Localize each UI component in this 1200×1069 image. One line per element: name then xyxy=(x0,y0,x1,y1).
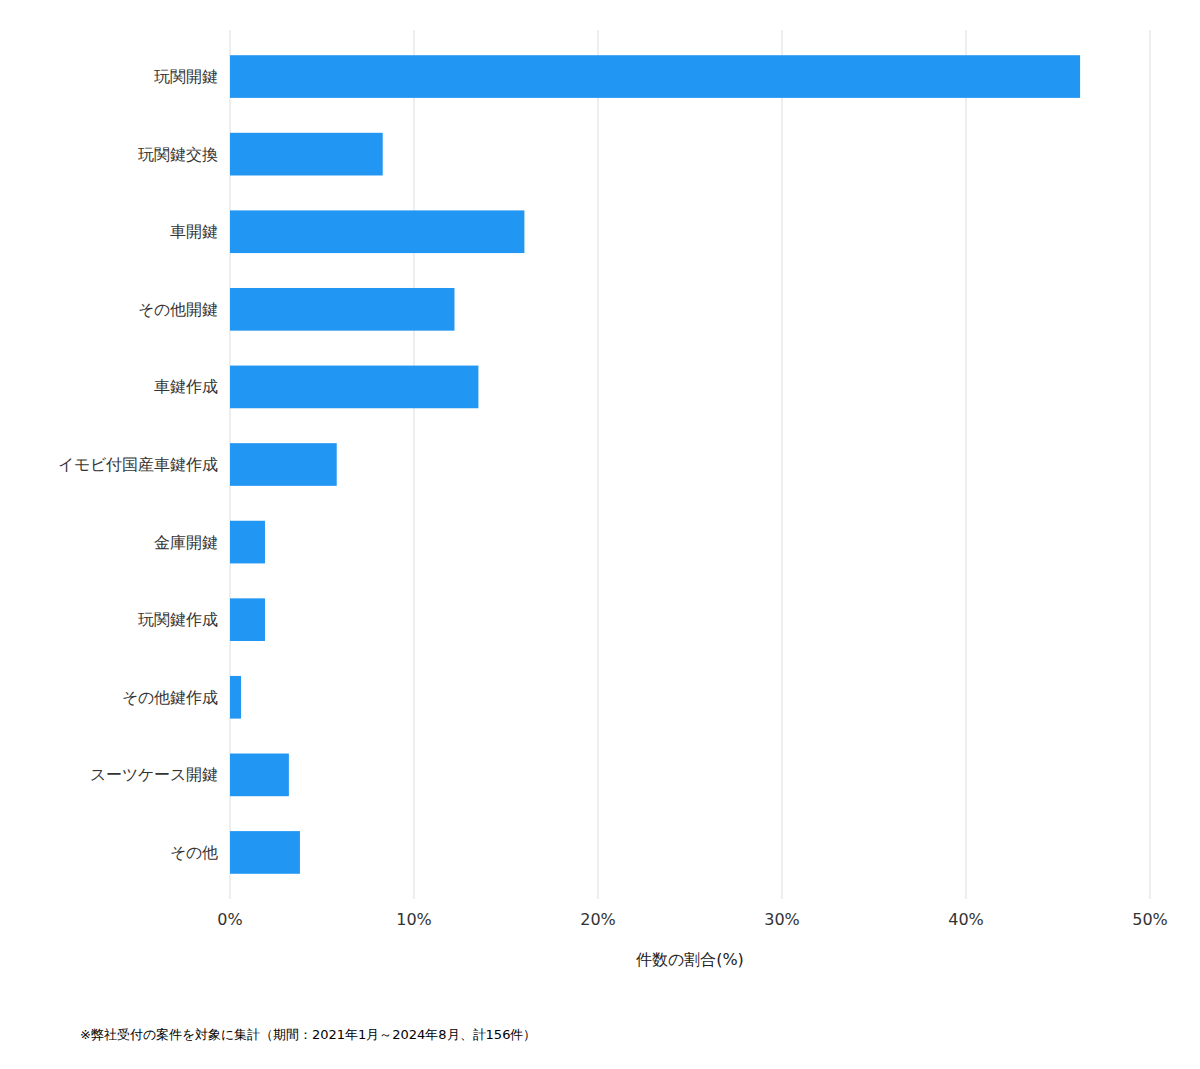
y-tick-label: 金庫開鍵 xyxy=(154,533,218,552)
y-tick-label: 車開鍵 xyxy=(170,222,218,241)
y-tick-label: イモビ付国産車鍵作成 xyxy=(58,455,218,474)
grid-line xyxy=(782,30,783,899)
y-tick-label: 玩関鍵作成 xyxy=(138,610,218,629)
grid xyxy=(230,30,1150,899)
bar xyxy=(230,676,241,719)
y-tick-label: 玩関開鍵 xyxy=(154,67,218,86)
bar xyxy=(230,598,265,641)
y-tick-label: その他鍵作成 xyxy=(122,688,218,707)
x-tick-label: 20% xyxy=(580,910,616,929)
bars xyxy=(230,55,1080,874)
background xyxy=(0,0,1200,1069)
grid-line xyxy=(966,30,967,899)
y-tick-label: その他開鍵 xyxy=(138,300,218,319)
bar xyxy=(230,443,337,486)
x-tick-label: 0% xyxy=(217,910,242,929)
footnote: ※弊社受付の案件を対象に集計（期間：2021年1月～2024年8月、計156件） xyxy=(80,1027,536,1042)
bar xyxy=(230,754,289,797)
bar xyxy=(230,366,478,409)
grid-line xyxy=(598,30,599,899)
x-tick-label: 30% xyxy=(764,910,800,929)
x-tick-label: 40% xyxy=(948,910,984,929)
bar xyxy=(230,55,1080,98)
x-axis-label: 件数の割合(%) xyxy=(636,950,744,969)
y-tick-label: 玩関鍵交換 xyxy=(138,145,218,164)
chart: 0% 10% 20% 30% 40% 50% 玩関開鍵玩関鍵交換車開鍵その他開鍵車鍵作成イモ… xyxy=(0,0,1200,1069)
bar xyxy=(230,210,524,253)
bar xyxy=(230,288,454,331)
grid-line xyxy=(414,30,415,899)
bar xyxy=(230,133,383,176)
y-ticks: 玩関開鍵玩関鍵交換車開鍵その他開鍵車鍵作成イモビ付国産車鍵作成金庫開鍵玩関鍵作成… xyxy=(58,67,218,862)
x-tick-label: 10% xyxy=(396,910,432,929)
y-tick-label: その他 xyxy=(170,843,218,862)
x-ticks: 0% 10% 20% 30% 40% 50% xyxy=(217,910,1167,929)
bar xyxy=(230,831,300,874)
y-tick-label: スーツケース開鍵 xyxy=(90,765,218,784)
grid-line xyxy=(1150,30,1151,899)
bar xyxy=(230,521,265,564)
x-tick-label: 50% xyxy=(1132,910,1168,929)
y-tick-label: 車鍵作成 xyxy=(154,377,218,396)
